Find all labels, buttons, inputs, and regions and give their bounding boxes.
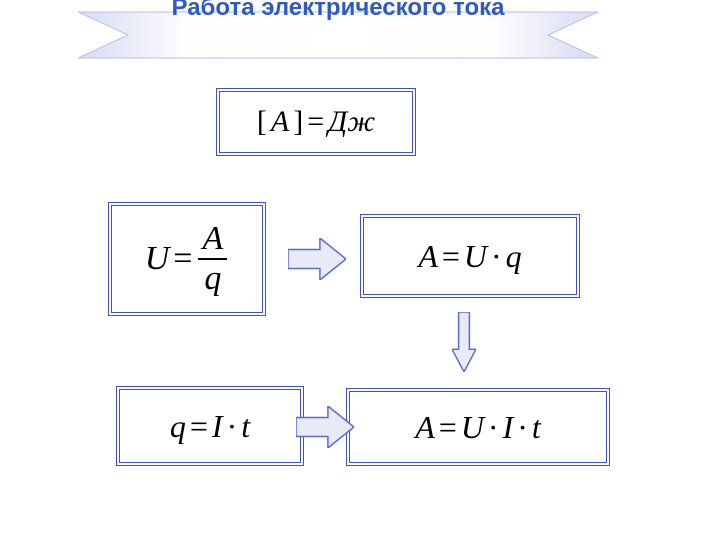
title-banner: Работа электрического тока [78, 0, 598, 70]
I-symbol: I [503, 409, 514, 446]
dot: · [517, 409, 528, 446]
arrow-right-2 [296, 406, 354, 448]
formula-charge: q = I · t [170, 408, 250, 445]
arrow-down [452, 312, 476, 372]
arrow-right-1 [288, 238, 346, 280]
q-symbol: q [506, 238, 522, 275]
formula-box-charge: q = I · t [116, 386, 304, 466]
formula-box-work-uit: A = U · I · t [346, 388, 610, 466]
t-symbol: t [241, 408, 250, 445]
U-symbol: U [461, 409, 484, 446]
joule-symbol: Дж [328, 105, 375, 139]
formula-box-work-uq: A = U · q [360, 214, 580, 298]
numerator: A [196, 222, 229, 258]
title-text: Работа электрического тока [78, 0, 598, 22]
U-symbol: U [464, 238, 487, 275]
dot: · [491, 238, 502, 275]
t-symbol: t [532, 409, 541, 446]
I-symbol: I [212, 408, 223, 445]
left-bracket: [ [257, 105, 267, 139]
equals: = [307, 105, 324, 139]
equals: = [439, 409, 457, 446]
q-symbol: q [170, 408, 186, 445]
denominator: q [198, 258, 227, 296]
dot: · [227, 408, 238, 445]
formula-work-uq: A = U · q [418, 238, 521, 275]
right-bracket: ] [293, 105, 303, 139]
A-symbol: A [271, 105, 289, 139]
dot: · [488, 409, 499, 446]
equals: = [190, 408, 208, 445]
formula-voltage: U = A q [145, 222, 230, 296]
fraction: A q [196, 222, 229, 296]
formula-box-unit: [A] = Дж [216, 88, 416, 156]
A-symbol: A [418, 238, 438, 275]
formula-unit: [A] = Дж [257, 105, 375, 139]
formula-work-uit: A = U · I · t [415, 409, 541, 446]
formula-box-voltage: U = A q [108, 202, 266, 316]
U-symbol: U [145, 240, 170, 278]
equals: = [442, 238, 460, 275]
equals: = [173, 240, 192, 278]
A-symbol: A [415, 409, 435, 446]
